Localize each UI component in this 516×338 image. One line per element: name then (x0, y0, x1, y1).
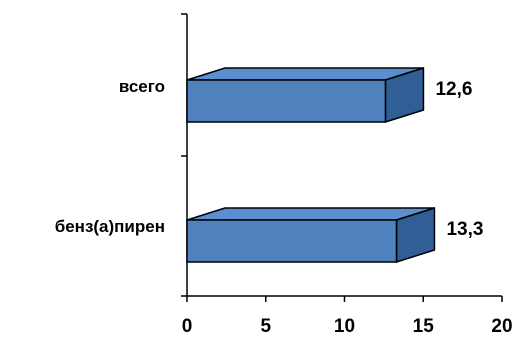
x-tick-label-15: 15 (413, 316, 435, 337)
category-label-0: всего (119, 77, 165, 96)
bar-front-face-1 (186, 219, 398, 263)
bar-top-face-1 (186, 207, 436, 221)
bar-1 (186, 207, 436, 263)
x-tick-label-20: 20 (491, 316, 512, 337)
x-tick-label-10: 10 (334, 316, 355, 337)
category-label-1: бенз(а)пирен (55, 217, 165, 236)
x-tick-label-5: 5 (260, 316, 271, 337)
bar-top-face-0 (186, 67, 425, 81)
bar-front-face-0 (186, 79, 387, 123)
bar-value-label-1: 13,3 (446, 219, 483, 240)
chart-bars (186, 67, 436, 263)
bar-0 (186, 67, 425, 123)
x-tick-label-0: 0 (182, 316, 193, 337)
chart-labels: 0 5 10 15 20 12,6 всего 13,3 бенз(а)пирен (55, 77, 513, 337)
bar-value-label-0: 12,6 (435, 79, 472, 100)
